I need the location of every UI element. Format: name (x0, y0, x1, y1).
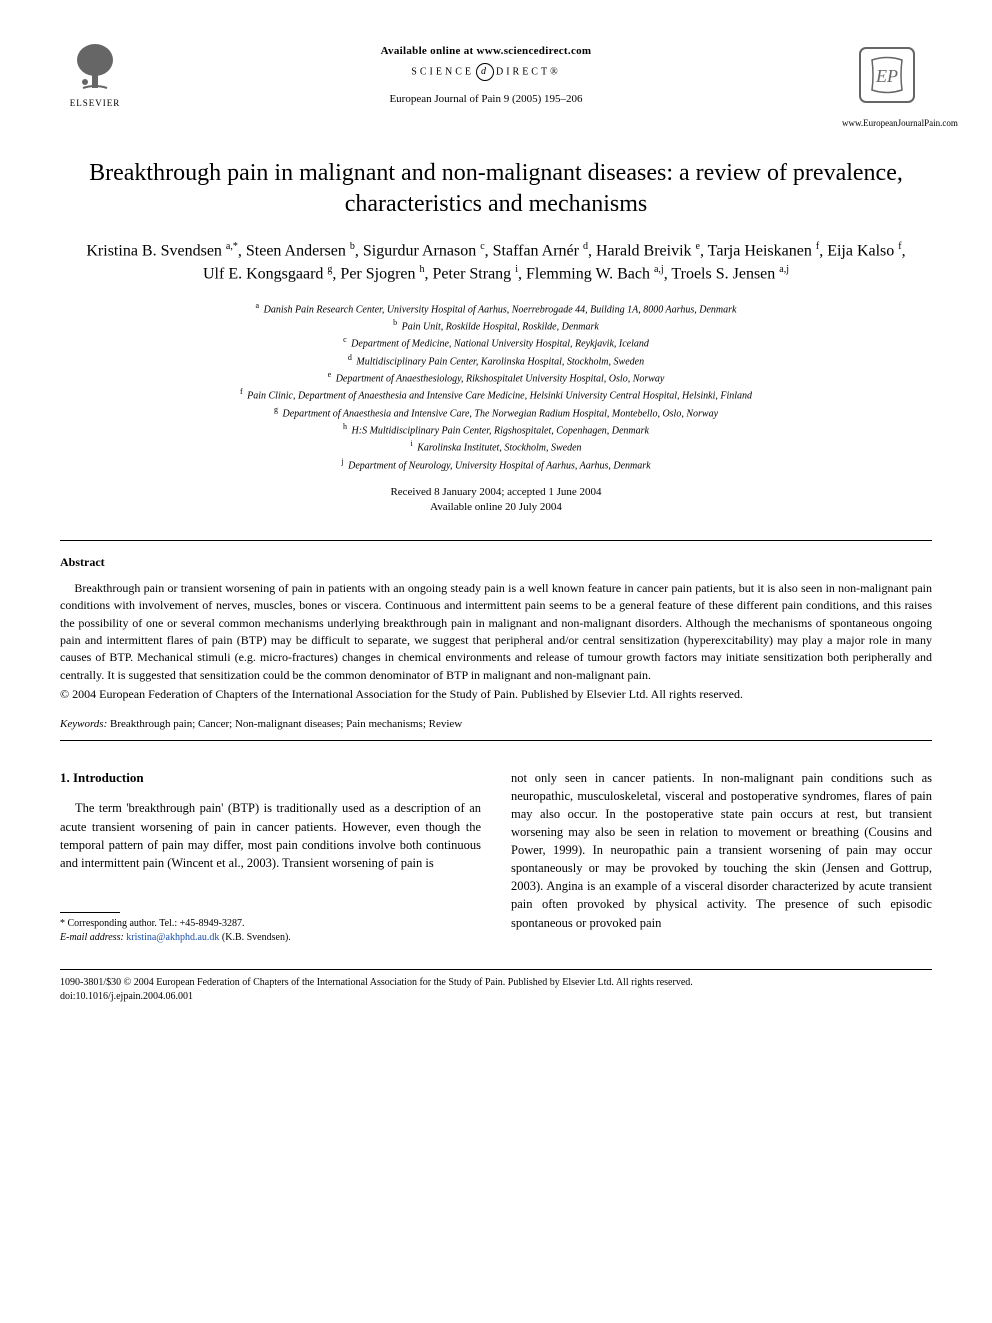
intro-paragraph-right: not only seen in cancer patients. In non… (511, 769, 932, 932)
body-columns: 1. Introduction The term 'breakthrough p… (60, 769, 932, 945)
author-list: Kristina B. Svendsen a,*, Steen Andersen… (80, 240, 912, 285)
affiliation-item: d Multidisciplinary Pain Center, Karolin… (60, 352, 932, 369)
page-header: ELSEVIER Available online at www.science… (60, 40, 932, 128)
footer-rule (60, 969, 932, 970)
received-accepted-date: Received 8 January 2004; accepted 1 June… (60, 485, 932, 500)
corresponding-line1: * Corresponding author. Tel.: +45-8949-3… (60, 917, 481, 931)
affiliation-item: h H:S Multidisciplinary Pain Center, Rig… (60, 421, 932, 438)
header-center: Available online at www.sciencedirect.co… (130, 40, 842, 105)
abstract-bottom-rule (60, 740, 932, 741)
keywords-label: Keywords: (60, 718, 107, 730)
affiliation-item: c Department of Medicine, National Unive… (60, 334, 932, 351)
sd-prefix: SCIENCE (411, 66, 474, 77)
publisher-logo: ELSEVIER (60, 40, 130, 120)
affiliation-item: j Department of Neurology, University Ho… (60, 456, 932, 473)
elsevier-tree-icon (65, 40, 125, 95)
corresponding-rule (60, 912, 120, 913)
email-label: E-mail address: (60, 932, 124, 943)
corresponding-name: (K.B. Svendsen). (222, 932, 291, 943)
abstract-body: Breakthrough pain or transient worsening… (60, 580, 932, 684)
ejp-logo-icon: EP (852, 40, 922, 110)
footer-block: 1090-3801/$30 © 2004 European Federation… (60, 976, 932, 1004)
corresponding-email-line: E-mail address: kristina@akhphd.au.dk (K… (60, 931, 481, 945)
intro-paragraph-left: The term 'breakthrough pain' (BTP) is tr… (60, 799, 481, 872)
abstract-copyright: © 2004 European Federation of Chapters o… (60, 686, 932, 703)
sd-d-icon: d (476, 63, 494, 81)
svg-text:EP: EP (875, 66, 898, 86)
footer-doi: doi:10.1016/j.ejpain.2004.06.001 (60, 990, 932, 1004)
affiliation-item: e Department of Anaesthesiology, Rikshos… (60, 369, 932, 386)
right-column: not only seen in cancer patients. In non… (511, 769, 932, 945)
introduction-heading: 1. Introduction (60, 769, 481, 788)
abstract-heading: Abstract (60, 555, 932, 570)
affiliation-item: a Danish Pain Research Center, Universit… (60, 300, 932, 317)
left-column: 1. Introduction The term 'breakthrough p… (60, 769, 481, 945)
sd-suffix: DIRECT® (496, 66, 561, 77)
footer-copyright: 1090-3801/$30 © 2004 European Federation… (60, 976, 932, 990)
available-online-text: Available online at www.sciencedirect.co… (130, 45, 842, 57)
keywords-list: Breakthrough pain; Cancer; Non-malignant… (110, 718, 462, 730)
corresponding-author-block: * Corresponding author. Tel.: +45-8949-3… (60, 917, 481, 945)
corresponding-email-link[interactable]: kristina@akhphd.au.dk (126, 932, 219, 943)
sciencedirect-mark: SCIENCEdDIRECT® (130, 63, 842, 81)
affiliation-item: f Pain Clinic, Department of Anaesthesia… (60, 386, 932, 403)
affiliation-item: g Department of Anaesthesia and Intensiv… (60, 404, 932, 421)
journal-reference: European Journal of Pain 9 (2005) 195–20… (130, 93, 842, 105)
journal-logo: EP www.EuropeanJournalPain.com (842, 40, 932, 128)
publisher-name: ELSEVIER (70, 98, 121, 108)
article-title: Breakthrough pain in malignant and non-m… (80, 158, 912, 220)
abstract-top-rule (60, 540, 932, 541)
keywords-line: Keywords: Breakthrough pain; Cancer; Non… (60, 718, 932, 730)
journal-url: www.EuropeanJournalPain.com (842, 118, 932, 128)
affiliation-list: a Danish Pain Research Center, Universit… (60, 300, 932, 473)
article-dates: Received 8 January 2004; accepted 1 June… (60, 485, 932, 516)
online-date: Available online 20 July 2004 (60, 500, 932, 515)
affiliation-item: b Pain Unit, Roskilde Hospital, Roskilde… (60, 317, 932, 334)
affiliation-item: i Karolinska Institutet, Stockholm, Swed… (60, 438, 932, 455)
